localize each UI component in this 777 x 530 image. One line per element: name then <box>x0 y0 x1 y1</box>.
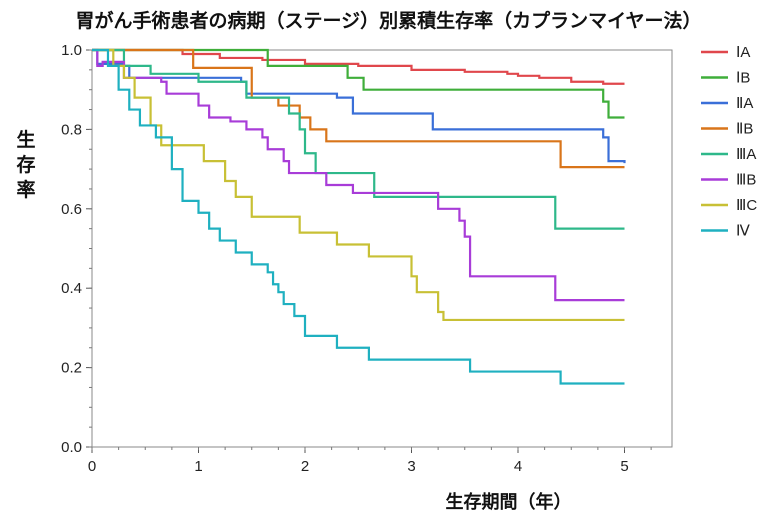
y-axis-label-char-0: 生 <box>16 129 36 151</box>
y-tick-label: 0.8 <box>61 121 82 138</box>
axes: 0.0 0.2 0.4 0.6 0.8 1.0 0 1 2 3 4 5 <box>61 42 673 475</box>
x-axis-label-text: 生存期間（年） <box>445 492 572 513</box>
series-line-1 <box>92 48 625 119</box>
legend-label-2: ⅡA <box>736 95 753 112</box>
x-axis-label: 生存期間（年） <box>0 488 777 514</box>
y-axis-label-char-2: 率 <box>16 179 36 201</box>
legend-label-1: ⅠB <box>736 70 750 87</box>
x-tick-label: 2 <box>301 458 309 475</box>
y-tick-label: 0.0 <box>61 439 82 456</box>
series-line-0 <box>92 48 625 85</box>
x-tick-label: 3 <box>407 458 415 475</box>
x-tick-label: 1 <box>194 458 202 475</box>
legend: ⅠA ⅠB ⅡA ⅡB ⅢA ⅢB ⅢC Ⅳ <box>701 44 757 240</box>
y-tick-label: 1.0 <box>61 42 82 59</box>
y-tick-label: 0.2 <box>61 360 82 377</box>
legend-label-3: ⅡB <box>736 121 753 138</box>
series-line-4 <box>92 48 625 230</box>
legend-label-4: ⅢA <box>736 146 756 163</box>
series-line-5 <box>92 48 625 302</box>
legend-label-7: Ⅳ <box>736 223 750 240</box>
plot-frame <box>91 49 673 448</box>
series-line-7 <box>92 48 625 385</box>
legend-label-0: ⅠA <box>736 44 750 61</box>
x-tick-label: 0 <box>88 458 96 475</box>
y-axis-label: 生存率 <box>14 128 38 203</box>
y-tick-label: 0.4 <box>61 280 82 297</box>
y-tick-label: 0.6 <box>61 201 82 218</box>
survival-curves <box>92 48 626 385</box>
series-line-6 <box>92 48 625 322</box>
legend-label-6: ⅢC <box>736 197 757 214</box>
legend-label-5: ⅢB <box>736 172 756 189</box>
y-axis-label-char-1: 存 <box>16 154 36 176</box>
x-tick-label: 4 <box>514 458 522 475</box>
x-tick-label: 5 <box>620 458 628 475</box>
chart-title: 胃がん手術患者の病期（ステージ）別累積生存率（カプランマイヤー法） <box>75 10 702 32</box>
